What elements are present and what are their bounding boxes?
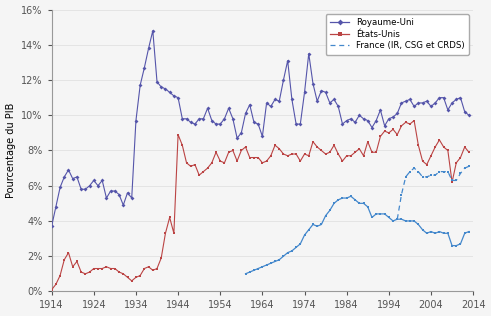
États-Unis: [49, 288, 55, 292]
Royaume-Uni: [129, 196, 135, 200]
États-Unis: [298, 159, 303, 163]
Royaume-Uni: [449, 101, 455, 105]
Royaume-Uni: [466, 113, 472, 117]
Line: États-Unis: États-Unis: [50, 119, 470, 291]
États-Unis: [264, 159, 270, 163]
Royaume-Uni: [150, 29, 156, 33]
Royaume-Uni: [436, 96, 442, 100]
Legend: Royaume-Uni, États-Unis, France (IR, CSG et CRDS): Royaume-Uni, États-Unis, France (IR, CSG…: [326, 14, 469, 55]
Y-axis label: Pourcentage du PIB: Pourcentage du PIB: [5, 103, 16, 198]
Royaume-Uni: [146, 46, 152, 50]
Royaume-Uni: [301, 90, 307, 94]
États-Unis: [411, 118, 417, 122]
États-Unis: [449, 180, 455, 184]
États-Unis: [129, 279, 135, 283]
Line: Royaume-Uni: Royaume-Uni: [50, 29, 470, 228]
États-Unis: [466, 150, 472, 154]
États-Unis: [436, 138, 442, 142]
États-Unis: [146, 265, 152, 269]
Royaume-Uni: [268, 105, 274, 108]
Royaume-Uni: [49, 224, 55, 228]
